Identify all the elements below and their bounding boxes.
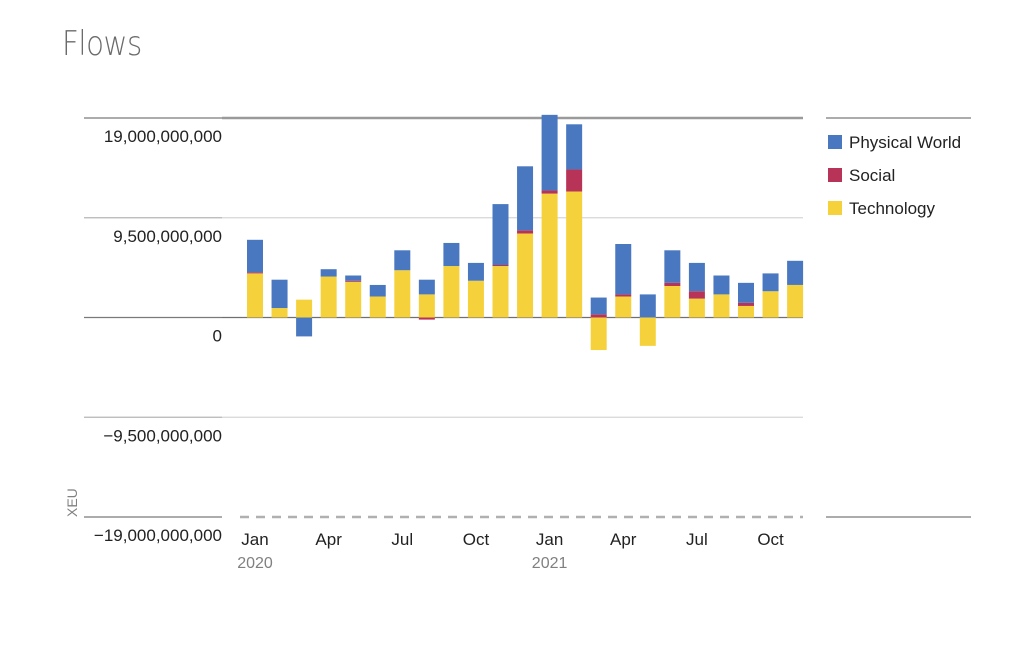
- bar-physical-world: [394, 250, 411, 271]
- x-tick-label: Apr: [610, 530, 637, 549]
- bar-technology: [418, 294, 435, 318]
- bar-physical-world: [418, 279, 435, 295]
- bar-technology: [394, 270, 411, 318]
- y-tick-label: 19,000,000,000: [104, 127, 222, 146]
- bar-technology: [443, 266, 460, 318]
- bar-physical-world: [639, 294, 656, 318]
- bar-technology: [296, 299, 313, 318]
- bar-physical-world: [271, 279, 288, 309]
- x-tick-label: Oct: [463, 530, 490, 549]
- x-tick-label: Jul: [391, 530, 413, 549]
- bar-social: [517, 230, 534, 234]
- bar-technology: [541, 193, 558, 318]
- legend: Physical World Social Technology: [826, 117, 971, 518]
- bar-technology: [738, 305, 754, 318]
- x-tick-label: Jan: [536, 530, 563, 549]
- bar-physical-world: [443, 242, 460, 267]
- bar-physical-world: [467, 262, 484, 281]
- bar-physical-world: [688, 262, 705, 292]
- bar-technology: [590, 317, 607, 351]
- bar-physical-world: [615, 244, 632, 295]
- bar-physical-world: [590, 297, 607, 315]
- x-tick-label: Apr: [315, 530, 342, 549]
- bar-technology: [345, 281, 362, 318]
- bar-social: [688, 291, 705, 299]
- bar-physical-world: [738, 282, 754, 303]
- x-tick-year-label: 2021: [532, 555, 568, 572]
- x-tick-label: Jan: [241, 530, 268, 549]
- bar-technology: [517, 233, 534, 318]
- bar-technology: [271, 308, 288, 318]
- bar-physical-world: [541, 114, 558, 191]
- legend-label: Technology: [849, 199, 936, 218]
- bar-technology: [762, 291, 779, 318]
- bar-technology: [664, 286, 681, 318]
- legend-label: Physical World: [849, 133, 961, 152]
- bar-physical-world: [566, 124, 583, 170]
- y-tick-label: 0: [213, 327, 222, 346]
- y-tick-label: 9,500,000,000: [113, 227, 222, 246]
- bar-technology: [566, 191, 583, 318]
- bar-social: [615, 294, 632, 297]
- x-tick-label: Oct: [757, 530, 784, 549]
- bar-social: [738, 302, 754, 306]
- bar-social: [492, 265, 509, 267]
- bar-technology: [369, 296, 386, 318]
- legend-swatch: [828, 135, 842, 149]
- bar-technology: [247, 273, 263, 318]
- bar-technology: [639, 317, 656, 346]
- bar-social: [247, 272, 263, 274]
- bar-technology: [615, 296, 632, 318]
- chart-title: Flows: [62, 24, 142, 64]
- bar-physical-world: [492, 204, 509, 265]
- bar-social: [566, 169, 583, 192]
- bar-social: [418, 317, 435, 320]
- bar-physical-world: [296, 317, 313, 337]
- bar-physical-world: [345, 275, 362, 281]
- grid-lines: [84, 116, 803, 519]
- bar-physical-world: [664, 250, 681, 283]
- bar-technology: [688, 298, 705, 318]
- bar-physical-world: [320, 269, 337, 277]
- bar-physical-world: [713, 275, 730, 295]
- y-tick-label: −19,000,000,000: [94, 526, 222, 545]
- bar-social: [590, 314, 607, 318]
- bar-technology: [467, 280, 484, 318]
- bar-social: [664, 282, 681, 286]
- legend-swatch: [828, 201, 842, 215]
- legend-swatch: [828, 168, 842, 182]
- bar-physical-world: [787, 260, 804, 285]
- legend-label: Social: [849, 166, 895, 185]
- bar-technology: [492, 266, 509, 318]
- y-axis-unit-label: XEU: [64, 488, 80, 517]
- y-tick-label: −9,500,000,000: [103, 426, 222, 445]
- x-tick-label: Jul: [686, 530, 708, 549]
- bar-physical-world: [247, 239, 263, 273]
- bar-physical-world: [369, 284, 386, 297]
- y-axis-ticks: 19,000,000,000 9,500,000,000 0 −9,500,000,0…: [94, 127, 222, 545]
- bar-technology: [320, 276, 337, 318]
- bars: [247, 114, 804, 351]
- bar-social: [541, 190, 558, 194]
- bar-social: [345, 280, 362, 282]
- bar-physical-world: [762, 273, 779, 292]
- bar-technology: [713, 294, 730, 318]
- x-tick-year-label: 2020: [237, 555, 273, 572]
- bar-physical-world: [517, 166, 534, 231]
- bar-technology: [787, 284, 804, 318]
- x-axis-ticks: Jan 2020 Apr Jul Oct Jan 2021 Apr Jul Oct: [237, 530, 784, 572]
